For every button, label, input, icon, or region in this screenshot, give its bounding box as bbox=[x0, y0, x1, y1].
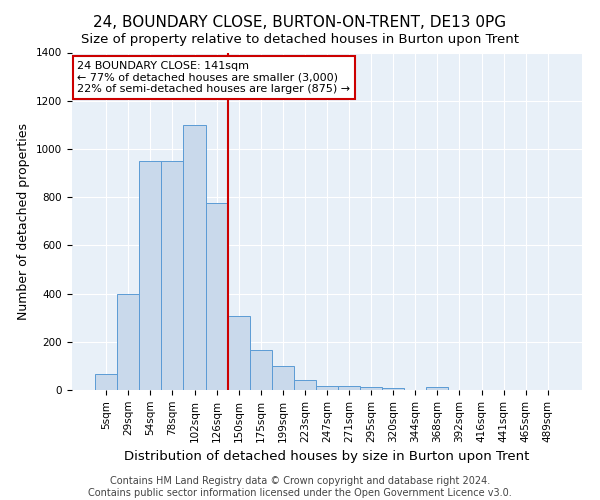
Bar bbox=[360, 387, 382, 390]
Bar bbox=[139, 161, 161, 390]
Bar bbox=[95, 374, 117, 390]
Bar bbox=[117, 294, 139, 390]
Text: 24, BOUNDARY CLOSE, BURTON-ON-TRENT, DE13 0PG: 24, BOUNDARY CLOSE, BURTON-ON-TRENT, DE1… bbox=[94, 15, 506, 30]
Bar bbox=[227, 316, 250, 390]
Bar bbox=[294, 380, 316, 390]
Bar bbox=[338, 386, 360, 390]
Text: Contains HM Land Registry data © Crown copyright and database right 2024.
Contai: Contains HM Land Registry data © Crown c… bbox=[88, 476, 512, 498]
Bar bbox=[206, 203, 227, 390]
Y-axis label: Number of detached properties: Number of detached properties bbox=[17, 122, 31, 320]
Bar bbox=[272, 366, 294, 390]
Bar bbox=[184, 125, 206, 390]
Text: 24 BOUNDARY CLOSE: 141sqm
← 77% of detached houses are smaller (3,000)
22% of se: 24 BOUNDARY CLOSE: 141sqm ← 77% of detac… bbox=[77, 61, 350, 94]
Bar bbox=[316, 386, 338, 390]
Bar bbox=[382, 388, 404, 390]
Text: Size of property relative to detached houses in Burton upon Trent: Size of property relative to detached ho… bbox=[81, 32, 519, 46]
Bar bbox=[250, 350, 272, 390]
Bar bbox=[161, 161, 184, 390]
Bar bbox=[427, 387, 448, 390]
X-axis label: Distribution of detached houses by size in Burton upon Trent: Distribution of detached houses by size … bbox=[124, 450, 530, 463]
